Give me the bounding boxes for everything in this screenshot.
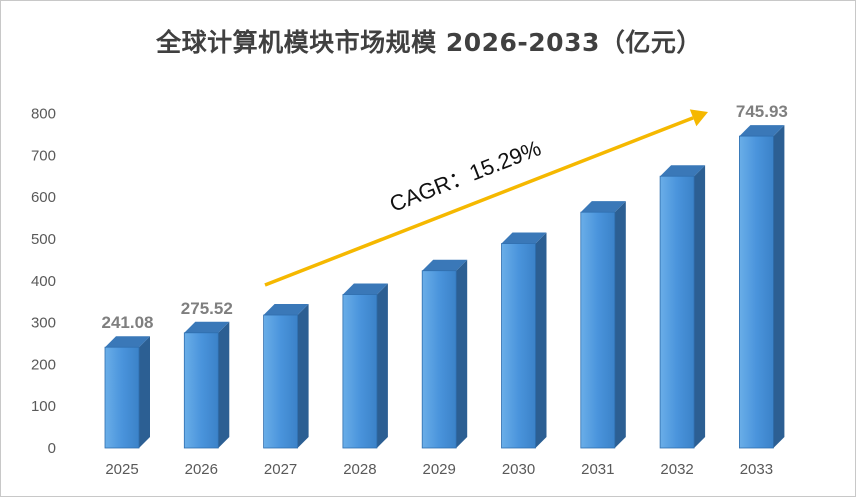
x-tick-label: 2025	[105, 461, 138, 478]
bar-side-face	[456, 259, 468, 448]
bar-top-face	[342, 283, 388, 295]
data-label: 275.52	[181, 299, 233, 318]
cagr-label: CAGR：15.29%	[386, 135, 544, 217]
bar-top-face	[660, 165, 706, 177]
y-tick-label: 400	[31, 273, 56, 290]
x-tick-label: 2027	[264, 461, 297, 478]
data-label: 745.93	[736, 102, 788, 121]
bar-side-face	[297, 304, 309, 448]
x-tick-label: 2028	[343, 461, 376, 478]
bar-front-face	[263, 314, 299, 449]
x-tick-label: 2030	[502, 461, 535, 478]
bar	[739, 125, 785, 449]
bar-side-face	[535, 232, 547, 448]
bar-side-face	[218, 321, 230, 448]
x-tick-label: 2026	[185, 461, 218, 478]
bar-front-face	[183, 332, 219, 449]
y-tick-label: 300	[31, 315, 56, 332]
y-tick-label: 500	[31, 231, 56, 248]
bar-front-face	[421, 270, 457, 449]
bar	[263, 304, 309, 449]
bar-side-face	[773, 125, 785, 448]
bar	[183, 321, 230, 449]
chart-title: 全球计算机模块市场规模 2026-2033（亿元）	[156, 28, 702, 57]
y-tick-label: 0	[48, 440, 56, 457]
data-labels-group: 241.08 275.52 745.93	[102, 102, 788, 332]
x-tick-label: 2031	[581, 461, 614, 478]
x-tick-label: 2033	[740, 461, 773, 478]
data-label: 241.08	[102, 313, 154, 332]
bar-front-face	[104, 346, 140, 449]
bar-top-face	[184, 321, 230, 333]
cagr-annotation: CAGR：15.29%	[264, 109, 708, 287]
bar-top-face	[105, 336, 150, 348]
bar-front-face	[501, 243, 536, 449]
y-axis: 0 100 200 300 400 500 600 700 800	[31, 106, 56, 458]
bar-top-face	[501, 232, 547, 244]
bar	[659, 165, 706, 449]
bar	[342, 283, 388, 449]
bars-group	[104, 125, 785, 449]
y-tick-label: 200	[31, 356, 56, 373]
bar-side-face	[139, 336, 150, 448]
cagr-arrow-line	[264, 116, 694, 287]
x-tick-label: 2032	[660, 461, 693, 478]
cagr-arrow-head	[689, 109, 708, 127]
bar-front-face	[739, 135, 774, 449]
bar-top-face	[263, 304, 309, 316]
bar	[580, 201, 626, 449]
y-tick-label: 700	[31, 147, 56, 164]
bar-front-face	[342, 294, 378, 449]
bar-side-face	[694, 165, 706, 448]
y-tick-label: 600	[31, 189, 56, 206]
bar	[104, 336, 150, 449]
bar-top-face	[580, 201, 626, 213]
x-tick-label: 2029	[423, 461, 456, 478]
y-tick-label: 800	[31, 106, 56, 123]
bar	[421, 259, 468, 449]
y-tick-label: 100	[31, 398, 56, 415]
x-axis: 2025 2026 2027 2028 2029 2030 2031 2032 2033	[105, 461, 773, 478]
bar-top-face	[739, 125, 785, 137]
bar-top-face	[422, 259, 468, 271]
bar-front-face	[659, 175, 695, 449]
bar-side-face	[614, 201, 626, 448]
bar	[501, 232, 547, 449]
bar-front-face	[580, 211, 616, 449]
bar-side-face	[376, 283, 388, 448]
